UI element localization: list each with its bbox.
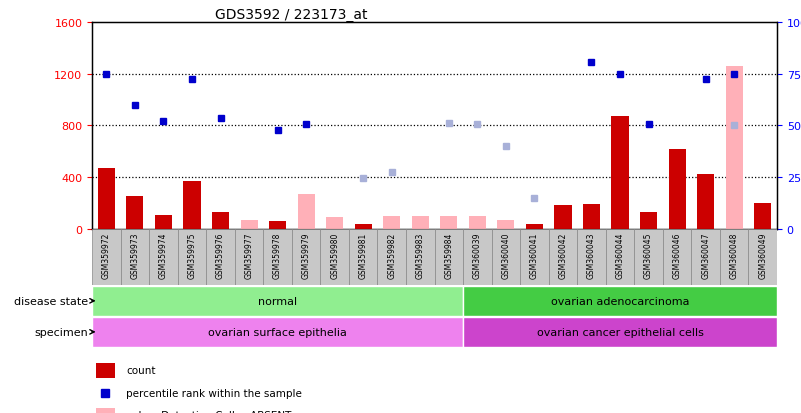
Bar — [463, 229, 492, 285]
Bar — [264, 229, 292, 285]
Bar — [469, 216, 486, 229]
Text: GSM360041: GSM360041 — [530, 232, 539, 278]
Bar — [183, 181, 200, 229]
Text: ovarian cancer epithelial cells: ovarian cancer epithelial cells — [537, 327, 703, 337]
Text: percentile rank within the sample: percentile rank within the sample — [127, 388, 302, 398]
Text: GSM359977: GSM359977 — [244, 232, 254, 278]
Bar — [520, 229, 549, 285]
Text: GSM360040: GSM360040 — [501, 232, 510, 278]
Bar — [554, 206, 572, 229]
Text: GSM360046: GSM360046 — [673, 232, 682, 278]
Bar — [127, 197, 143, 229]
Bar — [95, 363, 115, 378]
Bar — [383, 216, 400, 229]
Text: GSM359984: GSM359984 — [445, 232, 453, 278]
Bar — [463, 286, 777, 316]
Text: GSM360043: GSM360043 — [587, 232, 596, 278]
Text: ovarian adenocarcinoma: ovarian adenocarcinoma — [551, 296, 690, 306]
Bar — [697, 175, 714, 229]
Text: count: count — [127, 366, 156, 375]
Bar — [292, 229, 320, 285]
Bar — [349, 229, 377, 285]
Text: GSM360047: GSM360047 — [701, 232, 710, 278]
Bar — [663, 229, 691, 285]
Bar — [95, 408, 115, 413]
Bar — [406, 229, 434, 285]
Bar — [434, 229, 463, 285]
Text: GSM359974: GSM359974 — [159, 232, 168, 278]
Bar — [441, 216, 457, 229]
Bar — [611, 117, 629, 229]
Bar — [269, 221, 286, 229]
Bar — [463, 317, 777, 347]
Bar — [640, 212, 657, 229]
Text: value, Detection Call = ABSENT: value, Detection Call = ABSENT — [127, 410, 292, 413]
Text: GSM359980: GSM359980 — [330, 232, 339, 278]
Text: GSM360044: GSM360044 — [615, 232, 625, 278]
Text: GDS3592 / 223173_at: GDS3592 / 223173_at — [215, 8, 368, 22]
Bar — [326, 218, 343, 229]
Text: GSM360045: GSM360045 — [644, 232, 653, 278]
Text: GSM360048: GSM360048 — [730, 232, 739, 278]
Bar — [235, 229, 264, 285]
Text: GSM359979: GSM359979 — [302, 232, 311, 278]
Text: normal: normal — [258, 296, 297, 306]
Bar — [748, 229, 777, 285]
Bar — [412, 216, 429, 229]
Bar — [755, 203, 771, 229]
Text: GSM359973: GSM359973 — [131, 232, 139, 278]
Bar — [121, 229, 149, 285]
Bar — [691, 229, 720, 285]
Bar — [207, 229, 235, 285]
Bar — [492, 229, 520, 285]
Bar — [549, 229, 578, 285]
Bar — [92, 286, 463, 316]
Bar — [669, 149, 686, 229]
Bar — [212, 212, 229, 229]
Bar — [634, 229, 663, 285]
Bar — [583, 205, 600, 229]
Bar — [98, 169, 115, 229]
Text: GSM359981: GSM359981 — [359, 232, 368, 278]
Text: disease state: disease state — [14, 296, 88, 306]
Bar — [92, 317, 463, 347]
Bar — [178, 229, 207, 285]
Text: specimen: specimen — [34, 327, 88, 337]
Text: ovarian surface epithelia: ovarian surface epithelia — [208, 327, 347, 337]
Bar — [298, 195, 315, 229]
Bar — [525, 224, 543, 229]
Bar — [720, 229, 748, 285]
Bar — [726, 66, 743, 229]
Bar — [606, 229, 634, 285]
Text: GSM360042: GSM360042 — [558, 232, 567, 278]
Text: GSM359982: GSM359982 — [387, 232, 396, 278]
Bar — [320, 229, 349, 285]
Text: GSM360039: GSM360039 — [473, 232, 482, 278]
Text: GSM359978: GSM359978 — [273, 232, 282, 278]
Text: GSM359983: GSM359983 — [416, 232, 425, 278]
Bar — [355, 224, 372, 229]
Bar — [578, 229, 606, 285]
Text: GSM359975: GSM359975 — [187, 232, 196, 278]
Bar — [377, 229, 406, 285]
Bar — [92, 229, 121, 285]
Text: GSM360049: GSM360049 — [759, 232, 767, 278]
Text: GSM359972: GSM359972 — [102, 232, 111, 278]
Bar — [240, 220, 258, 229]
Bar — [497, 220, 514, 229]
Text: GSM359976: GSM359976 — [216, 232, 225, 278]
Bar — [149, 229, 178, 285]
Bar — [155, 215, 172, 229]
